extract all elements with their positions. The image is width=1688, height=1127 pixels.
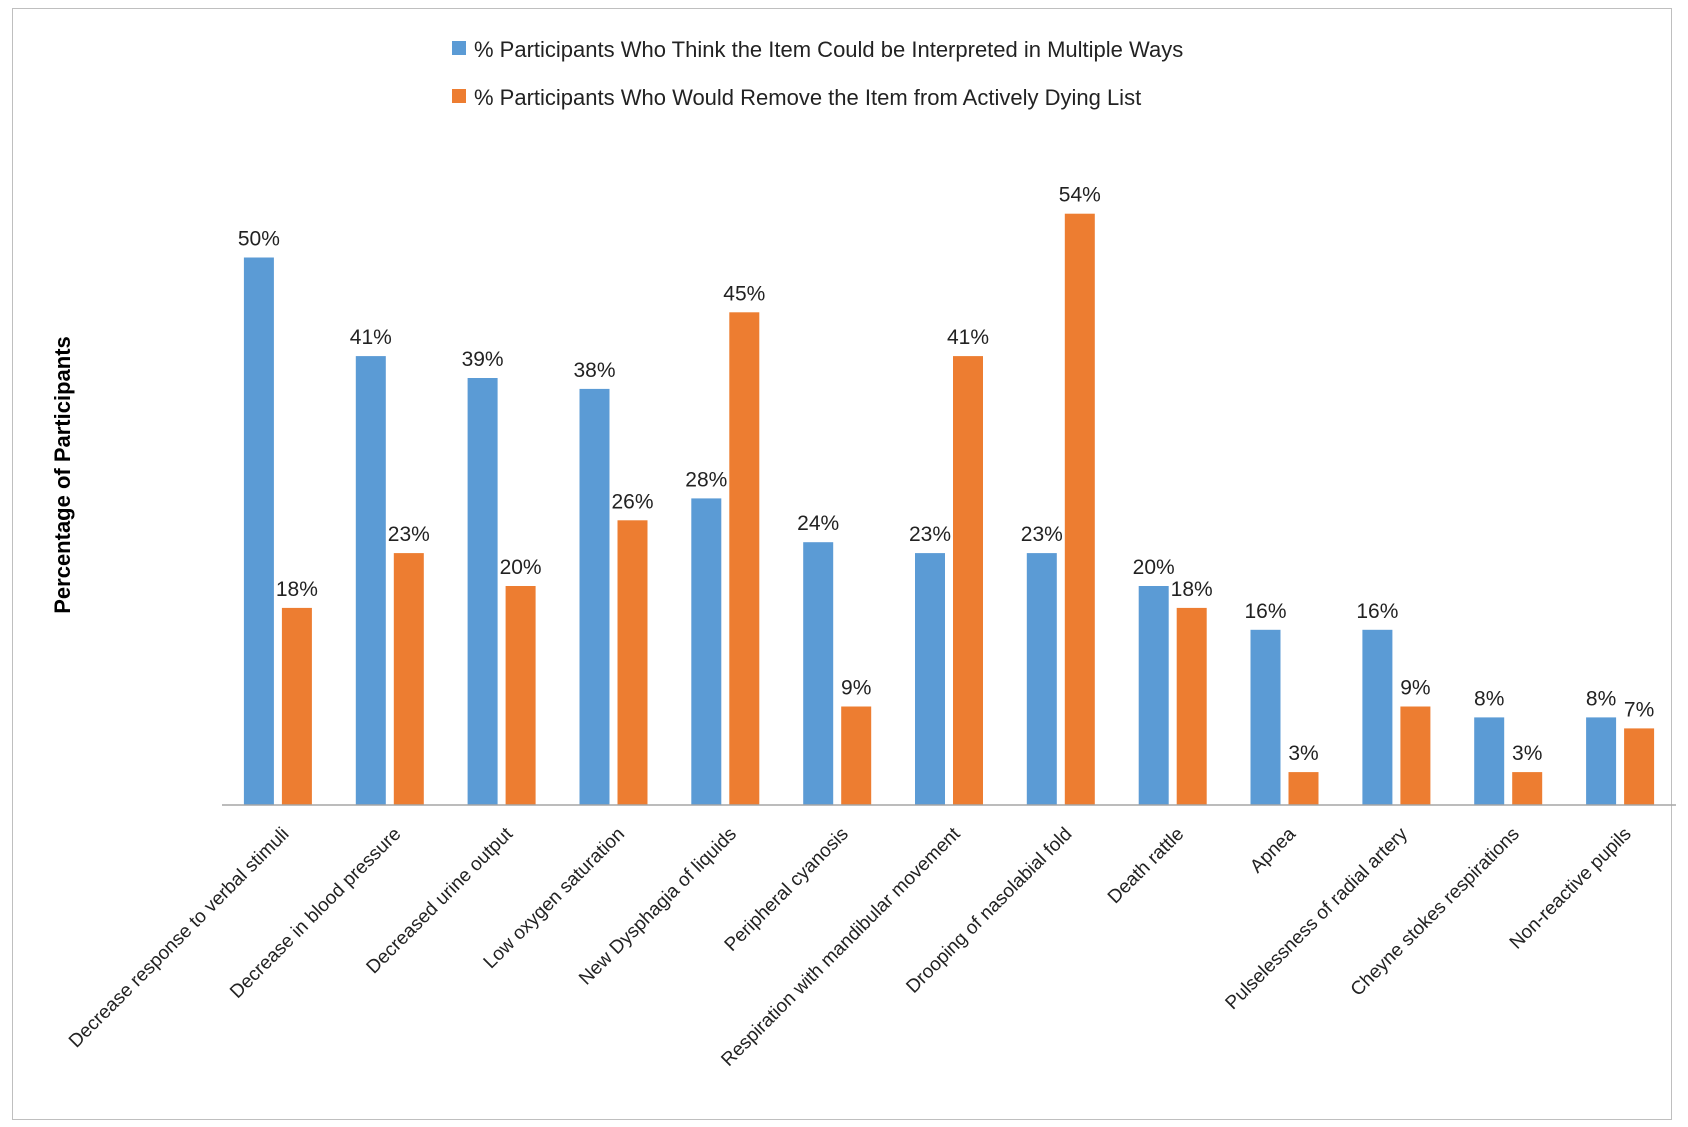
data-label-series-2-2: 23% [388, 523, 430, 546]
bar-series-2-10 [1288, 772, 1319, 805]
data-label-series-1-9: 20% [1133, 556, 1175, 579]
legend-swatch-series-1 [452, 41, 466, 55]
data-label-series-1-3: 39% [462, 348, 504, 371]
bar-series-2-12 [1512, 772, 1543, 805]
data-label-series-1-10: 16% [1244, 600, 1286, 623]
bar-series-1-9 [1138, 586, 1169, 805]
bar-series-1-2 [355, 356, 386, 805]
bar-series-1-1 [243, 257, 274, 805]
data-label-series-2-6: 9% [841, 677, 871, 700]
bar-series-2-1 [281, 607, 312, 805]
data-label-series-2-5: 45% [723, 282, 765, 305]
x-tick-label-9: Death rattle [1104, 824, 1188, 908]
bar-series-2-11 [1400, 706, 1431, 805]
bar-series-2-6 [841, 706, 872, 805]
data-label-series-1-4: 38% [573, 359, 615, 382]
chart-frame [12, 8, 1672, 1120]
x-tick-label-6: Peripheral cyanosis [721, 824, 853, 956]
bar-series-2-7 [953, 356, 983, 805]
data-label-series-1-12: 8% [1474, 687, 1504, 710]
data-label-series-2-12: 3% [1512, 742, 1542, 765]
bar-series-1-4 [579, 388, 610, 805]
data-label-series-1-11: 16% [1356, 600, 1398, 623]
data-label-series-1-8: 23% [1021, 523, 1063, 546]
bar-series-2-2 [393, 553, 424, 805]
legend-label-series-2: % Participants Who Would Remove the Item… [474, 85, 1141, 110]
bar-series-2-3 [505, 586, 536, 805]
data-label-series-2-13: 7% [1624, 698, 1654, 721]
x-tick-label-13: Non-reactive pupils [1506, 824, 1636, 954]
bar-series-2-8 [1064, 213, 1095, 805]
data-label-series-2-8: 54% [1059, 184, 1101, 207]
legend-swatch-series-2 [452, 89, 466, 103]
data-label-series-2-4: 26% [611, 490, 653, 513]
bar-series-1-12 [1474, 717, 1505, 805]
data-label-series-2-1: 18% [276, 578, 318, 601]
bar-series-1-11 [1362, 629, 1393, 805]
bar-series-2-13 [1624, 728, 1655, 805]
data-label-series-2-11: 9% [1400, 677, 1430, 700]
bar-series-1-3 [467, 378, 498, 805]
bar-series-2-5 [729, 312, 760, 805]
bar-series-1-6 [803, 542, 834, 805]
data-label-series-1-13: 8% [1586, 687, 1616, 710]
x-tick-label-1: Decrease response to verbal stimuli [65, 824, 293, 1052]
bar-series-2-9 [1176, 607, 1207, 805]
data-label-series-2-9: 18% [1171, 578, 1213, 601]
data-label-series-1-2: 41% [350, 326, 392, 349]
bar-series-1-5 [691, 498, 722, 805]
data-label-series-1-1: 50% [238, 228, 280, 251]
bar-series-2-4 [617, 520, 648, 805]
bar-series-1-13 [1586, 717, 1617, 805]
y-axis-title: Percentage of Participants [50, 336, 75, 614]
data-label-series-2-7: 41% [947, 326, 989, 349]
data-label-series-1-7: 23% [909, 523, 951, 546]
data-label-series-2-10: 3% [1288, 742, 1318, 765]
x-tick-label-7: Respiration with mandibular movement [717, 823, 965, 1071]
legend: % Participants Who Think the Item Could … [452, 37, 1183, 110]
data-label-series-1-5: 28% [685, 468, 727, 491]
x-tick-label-10: Apnea [1246, 823, 1300, 877]
x-tick-label-11: Pulselessness of radial artery [1222, 823, 1413, 1014]
bar-series-1-10 [1250, 629, 1281, 805]
bar-series-1-8 [1026, 553, 1057, 805]
bar-series-1-7 [915, 553, 945, 805]
plot-area: 50% 18% Decrease response to verbal stimul… [65, 184, 1654, 1071]
data-label-series-1-6: 24% [797, 512, 839, 535]
data-label-series-2-3: 20% [500, 556, 542, 579]
legend-label-series-1: % Participants Who Think the Item Could … [474, 37, 1183, 62]
